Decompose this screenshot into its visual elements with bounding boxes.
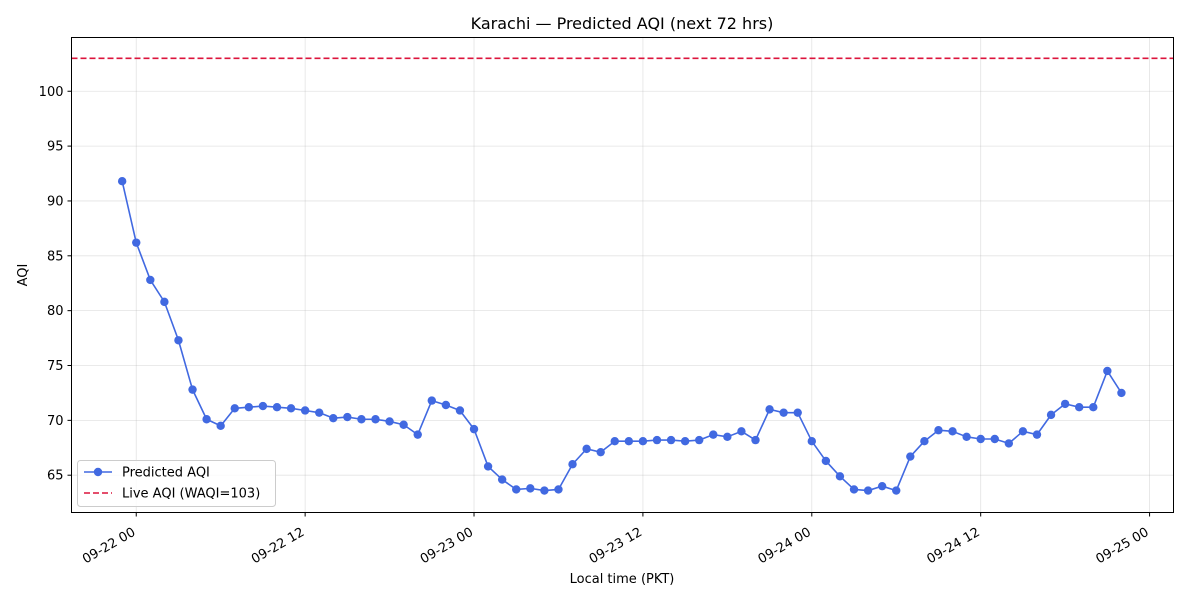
y-tick-label: 70 — [47, 414, 64, 429]
y-tick-label: 65 — [47, 469, 64, 484]
predicted-aqi-point — [680, 436, 690, 446]
predicted-aqi-point — [751, 435, 760, 445]
legend: Predicted AQI Live AQI (WAQI=103) — [77, 460, 276, 507]
predicted-aqi-point — [160, 297, 169, 307]
y-tick-label: 80 — [47, 304, 64, 319]
predicted-aqi-point — [554, 485, 563, 494]
legend-box — [77, 460, 276, 507]
predicted-aqi-point — [329, 413, 338, 423]
predicted-aqi-point — [469, 424, 479, 434]
predicted-aqi-point — [624, 436, 634, 446]
predicted-aqi-point — [497, 475, 507, 484]
predicted-aqi-point — [582, 444, 591, 454]
predicted-series — [117, 177, 1126, 495]
predicted-aqi-point — [1117, 388, 1126, 398]
predicted-aqi-point — [117, 177, 127, 186]
predicted-aqi-point — [540, 486, 549, 495]
predicted-aqi-point — [258, 401, 268, 411]
predicted-aqi-point — [793, 408, 802, 417]
predicted-aqi-point — [596, 447, 605, 457]
predicted-aqi-point — [821, 456, 831, 466]
predicted-aqi-point — [835, 472, 845, 481]
predicted-aqi-point — [315, 408, 324, 417]
predicted-aqi-point — [948, 427, 957, 436]
predicted-aqi-point — [1004, 439, 1014, 448]
predicted-aqi-point — [962, 432, 971, 442]
x-axis-label: Local time (PKT) — [570, 572, 675, 587]
predicted-aqi-point — [300, 406, 310, 415]
legend-predicted-marker — [93, 467, 103, 477]
predicted-aqi-point — [371, 415, 380, 424]
predicted-aqi-point — [441, 400, 451, 410]
y-tick-label: 100 — [39, 85, 64, 100]
grid — [71, 37, 1174, 513]
y-axis-ticks: 65 70 75 80 85 90 95 100 — [39, 85, 72, 484]
predicted-aqi-point — [427, 396, 436, 405]
predicted-aqi-point — [1089, 402, 1098, 412]
predicted-aqi-point — [695, 435, 704, 445]
predicted-aqi-point — [1032, 430, 1042, 439]
predicted-aqi-point — [202, 415, 211, 424]
y-tick-label: 75 — [47, 359, 64, 374]
predicted-aqi-point — [892, 486, 901, 495]
predicted-aqi-point — [512, 485, 521, 494]
predicted-aqi-point — [920, 436, 929, 446]
predicted-aqi-point — [343, 412, 352, 422]
predicted-aqi-point — [906, 452, 915, 461]
predicted-aqi-point — [413, 430, 422, 439]
predicted-aqi-point — [976, 434, 985, 444]
predicted-aqi-point — [357, 415, 366, 424]
predicted-aqi-point — [1075, 402, 1084, 412]
chart-title: Karachi — Predicted AQI (next 72 hrs) — [471, 14, 774, 33]
predicted-aqi-point — [807, 436, 816, 446]
predicted-aqi-point — [652, 435, 662, 445]
predicted-aqi-point — [610, 436, 619, 446]
predicted-aqi-point — [286, 404, 296, 413]
y-axis-label: AQI — [16, 264, 31, 287]
predicted-aqi-point — [1018, 427, 1028, 436]
predicted-aqi-point — [244, 402, 254, 412]
predicted-aqi-point — [709, 430, 718, 439]
predicted-aqi-point — [146, 275, 155, 285]
predicted-aqi-point — [934, 426, 943, 435]
predicted-aqi-point — [1060, 399, 1070, 409]
predicted-aqi-point — [174, 336, 183, 345]
predicted-aqi-point — [188, 385, 197, 394]
predicted-aqi-point — [132, 238, 141, 247]
predicted-aqi-point — [666, 435, 676, 445]
predicted-aqi-point — [990, 434, 999, 444]
predicted-aqi-point — [568, 460, 577, 469]
y-tick-label: 95 — [47, 140, 64, 155]
predicted-aqi-point — [849, 485, 859, 494]
predicted-aqi-point — [863, 486, 873, 495]
legend-predicted-label: Predicted AQI — [122, 466, 210, 481]
predicted-aqi-point — [385, 417, 394, 426]
y-tick-label: 90 — [47, 194, 64, 209]
predicted-aqi-point — [483, 462, 493, 471]
legend-live-label: Live AQI (WAQI=103) — [122, 487, 260, 502]
predicted-aqi-point — [272, 402, 282, 412]
predicted-aqi-point — [737, 427, 746, 436]
predicted-aqi-point — [399, 420, 408, 429]
predicted-aqi-point — [723, 432, 732, 442]
y-tick-label: 85 — [47, 249, 64, 264]
predicted-aqi-point — [1046, 410, 1056, 420]
predicted-aqi-point — [779, 408, 788, 417]
predicted-aqi-point — [230, 404, 239, 413]
predicted-aqi-point — [455, 406, 465, 415]
predicted-aqi-point — [526, 484, 535, 493]
predicted-aqi-point — [1103, 366, 1112, 376]
plot-frame — [71, 37, 1174, 513]
predicted-aqi-point — [216, 421, 225, 431]
predicted-aqi-point — [877, 481, 887, 491]
predicted-aqi-point — [765, 405, 774, 414]
predicted-aqi-point — [638, 436, 648, 446]
